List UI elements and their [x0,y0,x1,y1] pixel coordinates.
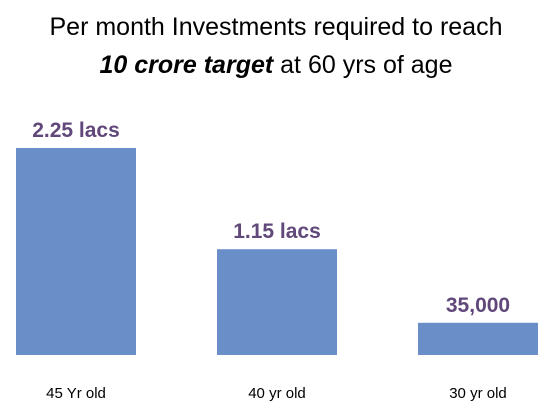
bar-3 [418,322,538,355]
category-label-1: 45 Yr old [46,385,106,402]
bar-2 [217,249,337,355]
title-line-1: Per month Investments required to reach [49,13,503,41]
bar-1 [16,148,136,355]
data-label-2: 1.15 lacs [233,220,321,243]
title-rest: at 60 yrs of age [273,51,453,79]
data-label-1: 2.25 lacs [32,119,120,142]
title-emphasis: 10 crore target [99,51,274,79]
category-label-3: 30 yr old [449,385,507,402]
chart-title: Per month Investments required to reach … [0,8,552,84]
title-line-2: 10 crore target at 60 yrs of age [0,46,552,84]
category-label-2: 40 yr old [248,385,306,402]
data-label-3: 35,000 [446,294,510,317]
